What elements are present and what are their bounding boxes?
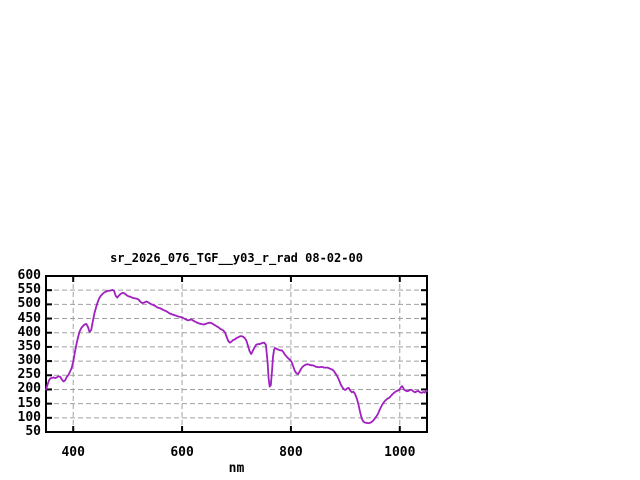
y-tick-label: 150 xyxy=(17,395,41,411)
x-axis-title: nm xyxy=(228,461,245,476)
y-tick-label: 450 xyxy=(17,310,41,326)
y-tick-label: 50 xyxy=(25,424,41,439)
chart-title: sr_2026_076_TGF__y03_r_rad 08-02-00 xyxy=(110,251,363,265)
y-tick-label: 200 xyxy=(17,381,41,397)
x-tick-label: 800 xyxy=(279,445,303,460)
y-tick-label: 250 xyxy=(17,367,41,383)
y-tick-label: 350 xyxy=(17,338,41,354)
x-tick-label: 1000 xyxy=(384,445,416,460)
plot-border xyxy=(45,275,428,433)
y-tick-label: 500 xyxy=(17,296,41,312)
y-tick-label: 550 xyxy=(17,282,41,298)
spectral-line-chart xyxy=(45,275,428,433)
x-tick-label: 600 xyxy=(170,445,194,460)
x-tick-label: 400 xyxy=(61,445,85,460)
y-tick-label: 300 xyxy=(17,353,41,369)
spectrum-curve xyxy=(45,288,428,425)
y-tick-label: 100 xyxy=(17,409,41,425)
y-tick-label: 400 xyxy=(17,324,41,340)
y-tick-label: 600 xyxy=(17,268,41,283)
